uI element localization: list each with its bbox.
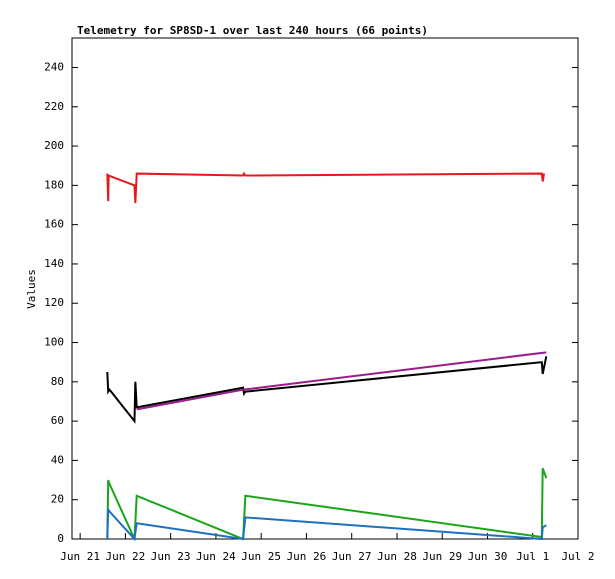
y-tick-label: 200 bbox=[44, 139, 64, 152]
y-tick-label: 180 bbox=[44, 178, 64, 191]
series-line bbox=[106, 467, 548, 541]
y-tick-label: 140 bbox=[44, 257, 64, 270]
series-line bbox=[136, 351, 547, 411]
x-tick-label: Jul 2 bbox=[561, 550, 594, 563]
y-tick-label: 40 bbox=[51, 453, 64, 466]
y-tick-label: 60 bbox=[51, 414, 64, 427]
y-tick-label: 160 bbox=[44, 218, 64, 231]
x-tick-label: Jul 1 bbox=[516, 550, 549, 563]
x-tick-label: Jun 23 bbox=[151, 550, 191, 563]
x-tick-label: Jun 28 bbox=[377, 550, 417, 563]
y-tick-label: 120 bbox=[44, 296, 64, 309]
y-tick-label: 80 bbox=[51, 375, 64, 388]
x-tick-label: Jun 24 bbox=[196, 550, 236, 563]
y-tick-label: 220 bbox=[44, 100, 64, 113]
x-tick-label: Jun 29 bbox=[422, 550, 462, 563]
y-tick-label: 0 bbox=[57, 532, 64, 545]
series-line bbox=[106, 506, 547, 542]
y-tick-label: 240 bbox=[44, 60, 64, 73]
x-tick-label: Jun 22 bbox=[106, 550, 146, 563]
x-tick-label: Jun 27 bbox=[332, 550, 372, 563]
series-line bbox=[106, 171, 546, 204]
series-line bbox=[106, 356, 548, 424]
x-tick-label: Jun 30 bbox=[468, 550, 508, 563]
y-tick-label: 100 bbox=[44, 336, 64, 349]
x-tick-label: Jun 26 bbox=[287, 550, 327, 563]
x-tick-label: Jun 25 bbox=[241, 550, 281, 563]
x-tick-label: Jun 21 bbox=[60, 550, 100, 563]
y-axis-label: Values bbox=[25, 269, 38, 309]
y-tick-label: 20 bbox=[51, 493, 64, 506]
plot-frame bbox=[71, 37, 579, 540]
chart-title: Telemetry for SP8SD-1 over last 240 hour… bbox=[77, 24, 428, 37]
